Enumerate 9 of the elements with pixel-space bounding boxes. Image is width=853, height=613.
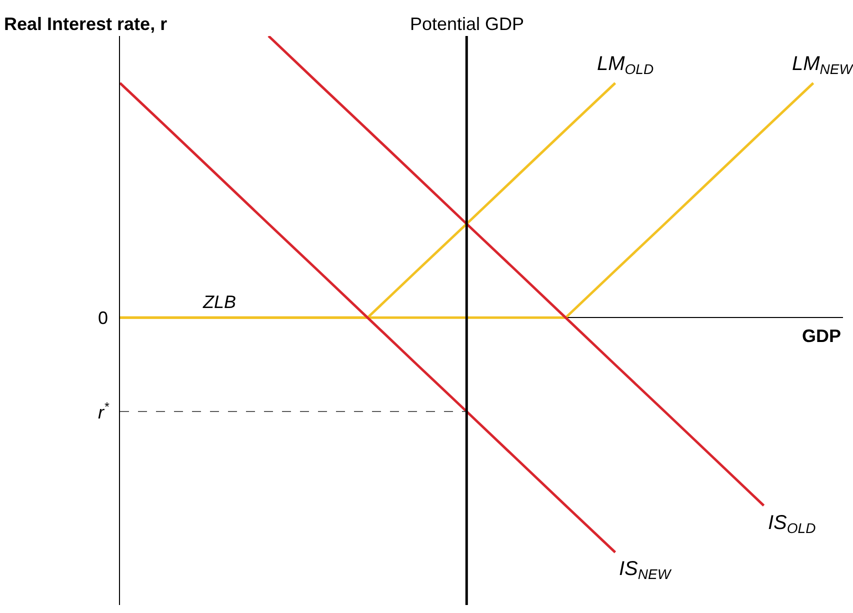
y-axis-title: Real Interest rate, r [4,14,168,34]
text: 0 [98,308,108,328]
ref-line-label: r$^{*}$ [98,400,110,423]
series-label: IS$_{OLD}$ [768,512,816,536]
series-label: LM$_{OLD}$ [597,53,654,78]
text: Potential GDP [410,14,524,34]
series-label: IS$_{NEW}$ [619,558,672,582]
annotation: ZLB [202,292,236,312]
x-axis-title: GDP [802,326,842,346]
